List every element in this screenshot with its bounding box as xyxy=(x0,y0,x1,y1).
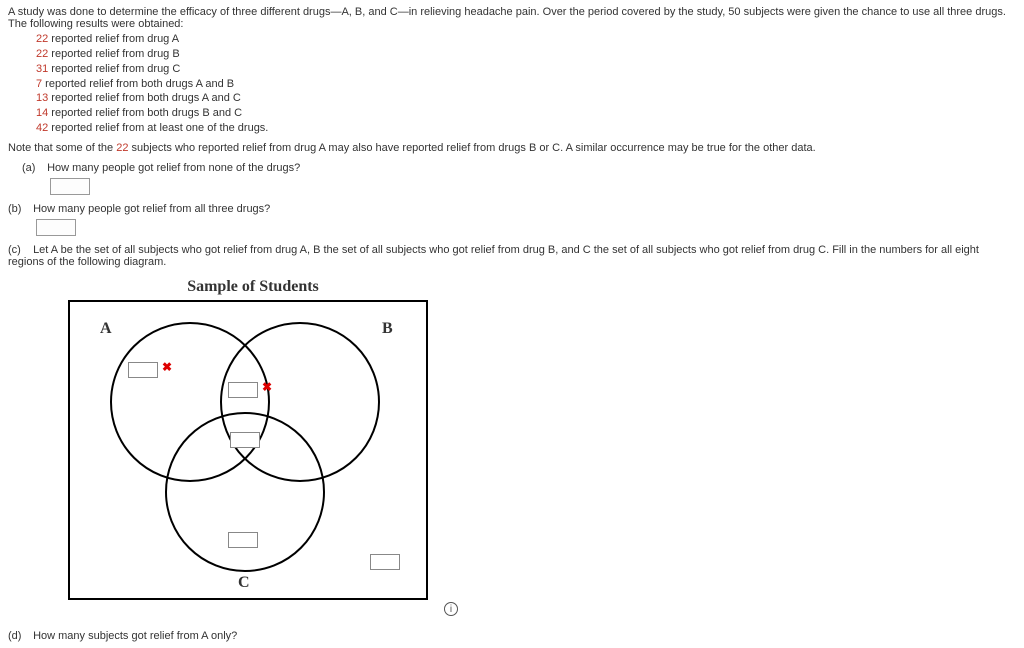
count-any: 42 xyxy=(36,122,48,134)
wrong-icon: ✖ xyxy=(162,360,172,374)
count-AC: 13 xyxy=(36,92,48,104)
count-BC: 14 xyxy=(36,107,48,119)
text-B: reported relief from drug B xyxy=(48,48,179,60)
venn-diagram: Sample of Students A B C ✖ ✖ i xyxy=(68,278,438,616)
question-b: (b) How many people got relief from all … xyxy=(8,203,1016,236)
text-A: reported relief from drug A xyxy=(48,33,179,45)
text-AC: reported relief from both drugs A and C xyxy=(48,92,241,104)
note-text: Note that some of the 22 subjects who re… xyxy=(8,142,1016,154)
count-B: 22 xyxy=(36,48,48,60)
qd-label: (d) xyxy=(8,630,30,642)
text-BC: reported relief from both drugs B and C xyxy=(48,107,242,119)
count-A: 22 xyxy=(36,33,48,45)
given-data-list: 22 reported relief from drug A 22 report… xyxy=(36,32,1016,136)
region-ABC-input[interactable] xyxy=(230,432,260,448)
note-post: subjects who reported relief from drug A… xyxy=(128,142,815,154)
question-d: (d) How many subjects got relief from A … xyxy=(8,630,1016,642)
text-C: reported relief from drug C xyxy=(48,63,180,75)
region-outside-input[interactable] xyxy=(370,554,400,570)
qa-text: How many people got relief from none of … xyxy=(47,162,300,174)
wrong-icon: ✖ xyxy=(262,380,272,394)
qa-label: (a) xyxy=(22,162,44,174)
venn-title: Sample of Students xyxy=(68,278,438,296)
label-B: B xyxy=(382,320,393,338)
qc-label: (c) xyxy=(8,244,30,256)
count-C: 31 xyxy=(36,63,48,75)
question-c: (c) Let A be the set of all subjects who… xyxy=(8,244,1016,268)
region-C-only-input[interactable] xyxy=(228,532,258,548)
note-pre: Note that some of the xyxy=(8,142,116,154)
qb-label: (b) xyxy=(8,203,30,215)
label-C: C xyxy=(238,574,250,592)
info-icon[interactable]: i xyxy=(444,602,458,616)
region-A-only-input[interactable] xyxy=(128,362,158,378)
intro-text: A study was done to determine the effica… xyxy=(8,6,1016,30)
qc-text: Let A be the set of all subjects who got… xyxy=(8,244,979,268)
text-AB: reported relief from both drugs A and B xyxy=(42,78,234,90)
label-A: A xyxy=(100,320,112,338)
venn-box: A B C ✖ ✖ xyxy=(68,300,428,600)
qd-text: How many subjects got relief from A only… xyxy=(33,630,237,642)
region-AB-only-input[interactable] xyxy=(228,382,258,398)
answer-b-input[interactable] xyxy=(36,219,76,236)
qb-text: How many people got relief from all thre… xyxy=(33,203,270,215)
question-a: (a) How many people got relief from none… xyxy=(22,162,1016,195)
answer-a-input[interactable] xyxy=(50,178,90,195)
text-any: reported relief from at least one of the… xyxy=(48,122,268,134)
note-num: 22 xyxy=(116,142,128,154)
